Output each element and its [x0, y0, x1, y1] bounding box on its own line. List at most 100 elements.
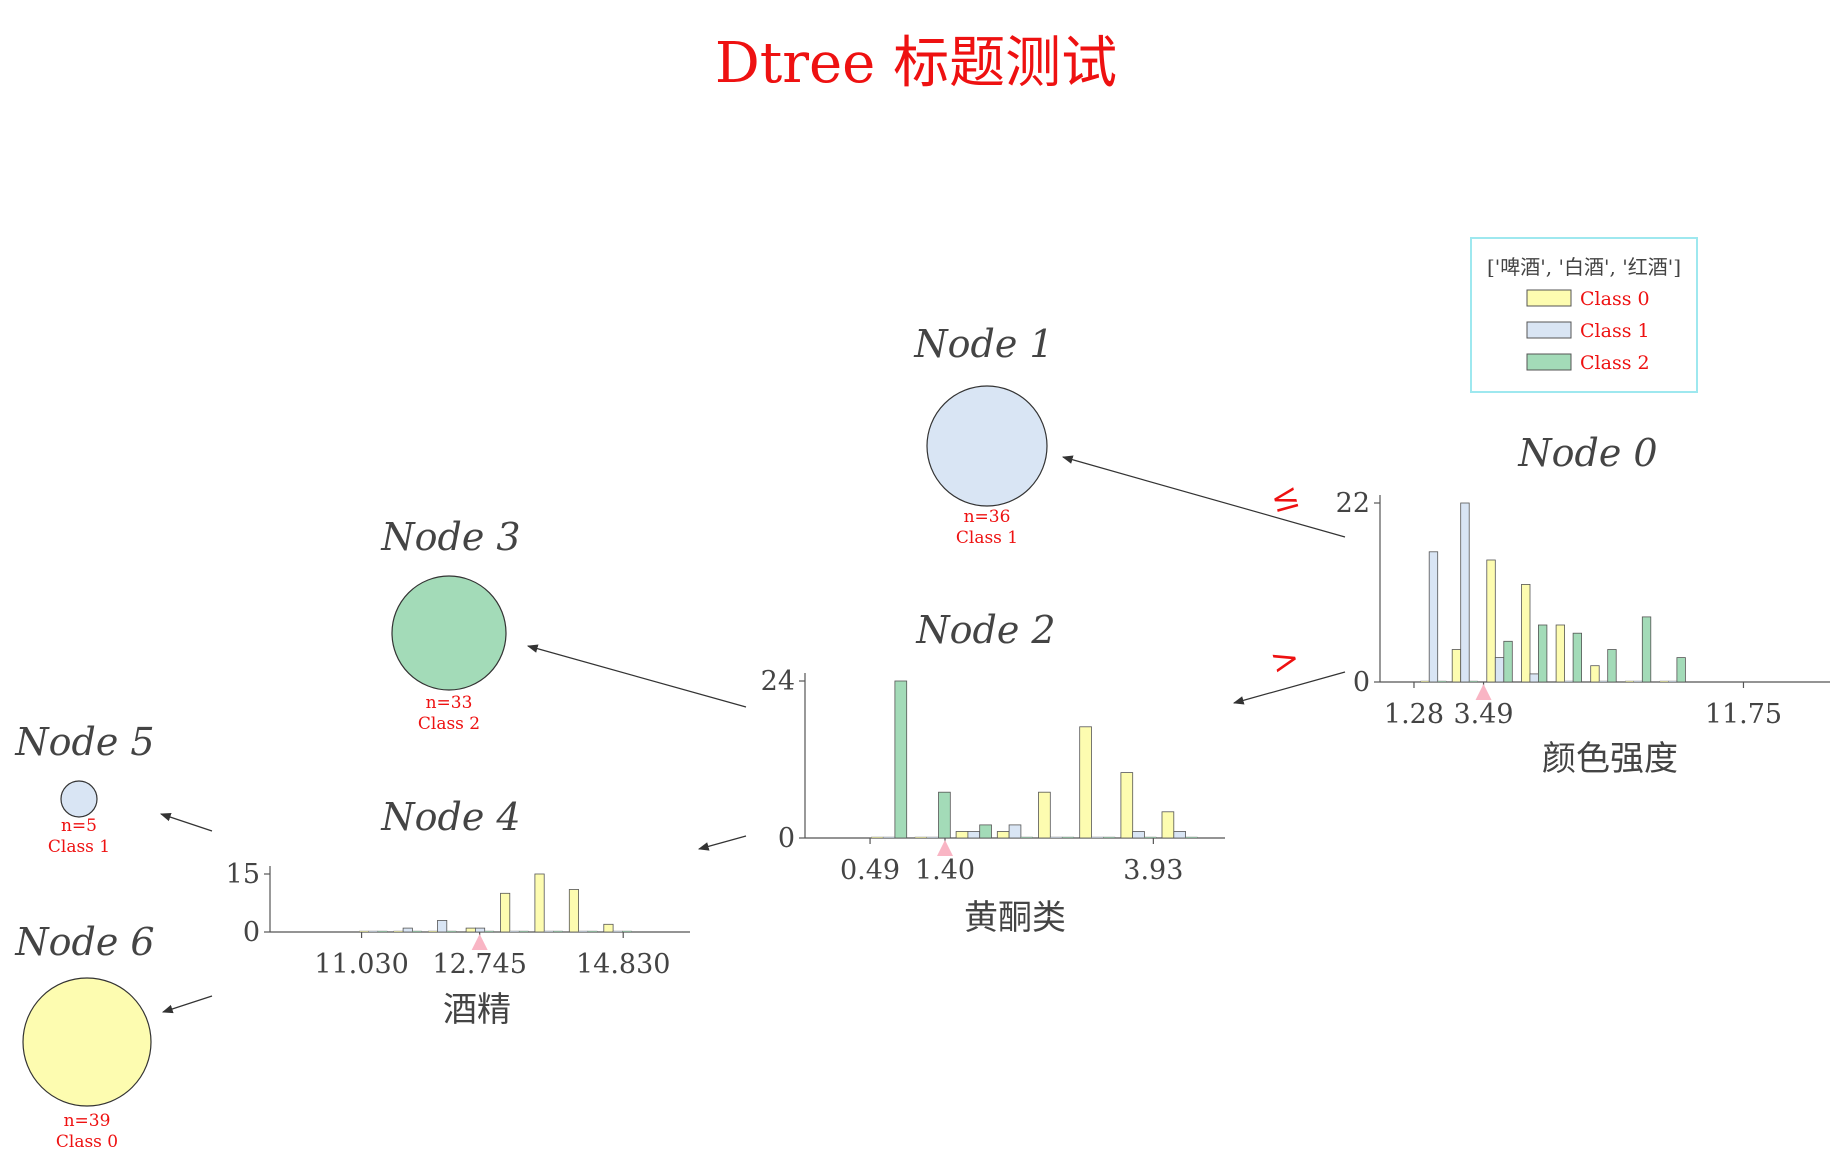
x-tick-label: 3.49 — [1453, 699, 1513, 730]
node-3-title: Node 3 — [380, 515, 520, 559]
bar-class-2 — [553, 930, 563, 933]
y-tick-label: 15 — [226, 859, 260, 890]
edge-node0-node2 — [1232, 671, 1346, 705]
edge-node4-node6 — [161, 995, 213, 1014]
bar-class-2 — [1020, 836, 1033, 839]
bar-class-2 — [1103, 836, 1116, 839]
bar-class-2 — [1676, 657, 1686, 683]
bar-class-0 — [1521, 584, 1531, 683]
node-3-count: n=33 — [426, 693, 473, 713]
bar-class-2 — [1469, 680, 1478, 683]
node-5-count: n=5 — [61, 816, 97, 836]
bar-class-0 — [871, 836, 884, 839]
bar-class-2 — [484, 930, 495, 933]
page-title: Dtree 标题测试 — [715, 31, 1117, 96]
legend-swatch-class-2 — [1526, 353, 1572, 371]
x-tick-label: 0.49 — [840, 855, 900, 886]
bar-class-2 — [1641, 616, 1652, 683]
bar-class-2 — [1437, 680, 1447, 683]
bar-class-1 — [474, 927, 486, 933]
bar-class-0 — [1038, 791, 1051, 839]
node-5-title: Node 5 — [14, 720, 154, 764]
bar-class-0 — [1625, 680, 1634, 683]
bar-class-2 — [412, 930, 422, 933]
bar-class-0 — [955, 831, 969, 839]
x-tick-label: 12.745 — [432, 949, 526, 980]
bar-class-2 — [587, 930, 598, 933]
node-3-circle — [391, 575, 507, 691]
node-2-histogram: 0 24 0.49 1.40 3.93 黄酮类 — [761, 666, 1225, 938]
bar-class-1 — [926, 836, 939, 839]
node-1-leaf: n=36 Class 1 — [926, 385, 1048, 548]
legend: ['啤酒', '白酒', '红酒'] Class 0 Class 1 Class… — [1470, 237, 1698, 393]
node-5-leaf: n=5 Class 1 — [48, 780, 110, 857]
y-tick-label: 22 — [1336, 488, 1370, 519]
x-tick-label: 1.28 — [1384, 699, 1444, 730]
bar-class-1 — [882, 836, 896, 839]
bar-class-2 — [1503, 640, 1513, 683]
bar-class-2 — [979, 824, 992, 839]
bar-class-1 — [1633, 680, 1643, 683]
legend-label-class-0: Class 0 — [1580, 288, 1650, 310]
bar-class-0 — [1659, 680, 1669, 683]
bar-class-2 — [377, 930, 388, 933]
bar-class-0 — [1079, 726, 1092, 839]
split-marker — [937, 840, 953, 856]
legend-swatch-class-0 — [1526, 289, 1572, 307]
bar-class-0 — [1420, 680, 1430, 683]
x-tick-label: 11.030 — [314, 949, 408, 980]
bar-class-0 — [1555, 624, 1565, 683]
bar-class-1 — [1460, 502, 1470, 683]
bar-class-1 — [1173, 831, 1187, 839]
node-5-class: Class 1 — [48, 837, 110, 857]
y-tick-label: 0 — [243, 917, 260, 948]
bar-class-2 — [446, 930, 457, 933]
node-3-class: Class 2 — [418, 714, 480, 734]
bar-class-1 — [1050, 836, 1063, 839]
bar-class-1 — [509, 930, 520, 933]
bar-class-0 — [996, 831, 1010, 839]
bar-class-1 — [1132, 831, 1145, 839]
edge-node0-node1 — [1061, 455, 1346, 538]
edge-node4-node5 — [159, 812, 213, 832]
bar-class-2 — [1144, 836, 1157, 839]
legend-label-class-1: Class 1 — [1580, 320, 1650, 342]
bar-class-2 — [1538, 624, 1548, 683]
legend-label-class-2: Class 2 — [1580, 352, 1650, 374]
bar-class-1 — [967, 831, 981, 839]
bar-class-0 — [465, 927, 476, 933]
bar-class-0 — [914, 836, 927, 839]
node-2-title: Node 2 — [915, 608, 1055, 652]
node-4-title: Node 4 — [380, 795, 520, 839]
edge-node2-node4 — [697, 835, 747, 851]
node-1-circle — [926, 385, 1048, 507]
bar-class-1 — [437, 920, 448, 933]
edge-label-le: ≤ — [1266, 475, 1304, 521]
bar-class-2 — [1572, 632, 1582, 683]
legend-frame — [1470, 237, 1698, 393]
bar-class-0 — [603, 923, 614, 933]
split-marker — [1475, 684, 1492, 700]
feature-label: 黄酮类 — [964, 898, 1066, 938]
bar-class-2 — [1061, 836, 1075, 839]
edge-label-gt: > — [1266, 637, 1304, 683]
y-tick-label: 0 — [778, 823, 795, 854]
bar-class-0 — [568, 889, 579, 933]
bar-class-1 — [1564, 680, 1574, 683]
bar-class-1 — [1529, 673, 1539, 683]
bar-class-2 — [1185, 836, 1198, 839]
bar-class-1 — [578, 930, 589, 933]
bar-class-1 — [1008, 824, 1022, 839]
bar-class-1 — [1668, 680, 1678, 683]
bar-class-0 — [393, 930, 404, 933]
bar-class-0 — [1120, 772, 1134, 839]
node-6-class: Class 0 — [56, 1132, 118, 1152]
y-tick-label: 24 — [761, 666, 795, 697]
bar-class-1 — [612, 930, 623, 933]
x-tick-label: 14.830 — [576, 949, 670, 980]
node-1-title: Node 1 — [913, 322, 1053, 366]
feature-label: 酒精 — [443, 990, 511, 1030]
node-0-title: Node 0 — [1517, 431, 1657, 475]
feature-label: 颜色强度 — [1542, 739, 1678, 779]
node-1-class: Class 1 — [956, 528, 1018, 548]
